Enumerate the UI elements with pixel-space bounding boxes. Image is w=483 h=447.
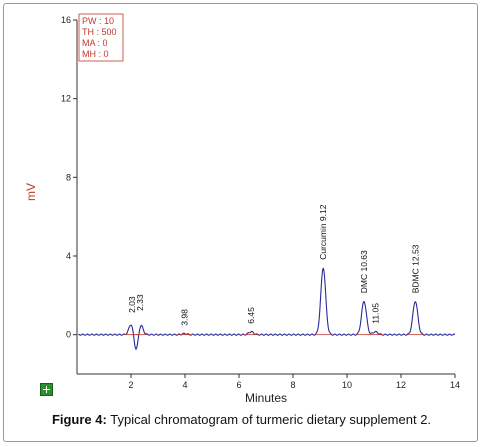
- peak-label: DMC 10.63: [359, 250, 369, 293]
- x-tick-label: 10: [342, 380, 352, 390]
- x-tick-label: 2: [128, 380, 133, 390]
- peak-label: 11.05: [370, 303, 380, 324]
- info-box-line: PW : 10: [82, 16, 114, 26]
- figure-frame: [3, 3, 478, 442]
- peak-label: Curcumin 9.12: [318, 204, 328, 260]
- peak-label: 6.45: [246, 307, 256, 324]
- y-tick-label: 4: [66, 251, 71, 261]
- peak-label: BDMC 12.53: [410, 244, 420, 293]
- x-tick-label: 12: [396, 380, 406, 390]
- figure-caption: Figure 4: Typical chromatogram of turmer…: [0, 412, 483, 427]
- y-tick-label: 16: [61, 15, 71, 25]
- y-axis-label: mV: [24, 183, 38, 201]
- y-tick-label: 12: [61, 94, 71, 104]
- info-box-line: MH : 0: [82, 49, 109, 59]
- move-cross-icon[interactable]: [40, 383, 53, 396]
- signal-trace: [78, 267, 456, 350]
- chart-axes: 2 4 6 8 10 12 14 0 4 8 12 16: [61, 15, 460, 390]
- x-axis-label: Minutes: [245, 391, 287, 405]
- x-tick-label: 6: [236, 380, 241, 390]
- y-tick-label: 0: [66, 330, 71, 340]
- peak-label: 2.03: [127, 296, 137, 313]
- x-tick-label: 8: [290, 380, 295, 390]
- info-box-frame: [78, 13, 124, 62]
- chromatogram-chart: 2 4 6 8 10 12 14 0 4 8 12 16 2.032.33 3.98 6.45 Curcum…: [24, 13, 460, 405]
- x-tick-label: 4: [182, 380, 187, 390]
- peak-label: 2.33: [135, 294, 145, 311]
- info-box-line: TH : 500: [82, 27, 117, 37]
- peak-label: 3.98: [179, 309, 189, 326]
- info-box-line: MA : 0: [82, 38, 108, 48]
- signal-line: [78, 267, 456, 350]
- caption-text: Typical chromatogram of turmeric dietary…: [110, 412, 432, 427]
- caption-label: Figure 4:: [51, 412, 107, 427]
- y-tick-label: 8: [66, 172, 71, 182]
- x-tick-label: 14: [450, 380, 460, 390]
- peak-labels: 2.032.33 3.98 6.45 Curcumin 9.12 DMC 10.6311…: [127, 204, 421, 325]
